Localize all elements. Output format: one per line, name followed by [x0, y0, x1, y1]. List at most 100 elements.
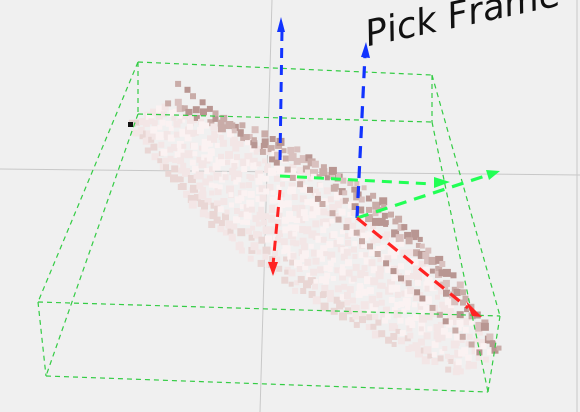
cloud-point: [248, 174, 255, 181]
cloud-point: [423, 281, 432, 290]
cloud-point: [469, 361, 477, 369]
cloud-point: [399, 330, 406, 337]
cloud-point: [167, 134, 175, 142]
cloud-point: [323, 278, 329, 285]
cloud-point: [455, 359, 462, 366]
cloud-point: [378, 330, 386, 338]
cloud-point: [239, 204, 245, 210]
cloud-point: [418, 292, 424, 298]
cloud-point: [320, 236, 327, 243]
cloud-point: [212, 115, 219, 122]
cloud-point: [311, 160, 319, 168]
cloud-point: [414, 279, 421, 286]
cloud-point: [248, 234, 255, 241]
bbox-edge: [37, 301, 47, 377]
cloud-point: [320, 227, 327, 234]
cloud-point: [160, 111, 167, 118]
cloud-point: [437, 355, 444, 362]
cloud-point: [320, 291, 327, 298]
cloud-point: [189, 115, 198, 124]
cloud-point: [281, 148, 287, 154]
cloud-point: [345, 233, 351, 240]
point-cloud[interactable]: [128, 80, 502, 376]
cloud-point: [466, 360, 471, 366]
cloud-point: [219, 176, 226, 183]
cloud-point: [358, 252, 365, 259]
cloud-point: [422, 266, 430, 274]
bounding-box[interactable]: [37, 61, 501, 393]
cloud-point: [302, 264, 309, 271]
cloud-point: [361, 288, 369, 296]
cloud-point: [413, 294, 421, 301]
cloud-point: [278, 201, 286, 209]
cloud-point: [360, 218, 367, 224]
cloud-point: [329, 204, 338, 213]
world-axes-tips: [268, 17, 450, 276]
pick-frame-x-axis: [355, 216, 470, 310]
cloud-point: [230, 236, 236, 242]
cloud-point: [423, 346, 432, 355]
cloud-point: [162, 157, 169, 164]
cloud-point: [218, 135, 224, 140]
cloud-point: [251, 137, 257, 143]
cloud-point: [357, 283, 364, 290]
cloud-point: [359, 316, 366, 324]
cloud-point: [327, 196, 334, 203]
cloud-point: [439, 349, 445, 355]
cloud-point: [247, 190, 255, 198]
cloud-point: [240, 134, 248, 142]
cloud-point: [372, 235, 381, 243]
cloud-point: [345, 307, 352, 315]
cloud-point: [190, 142, 198, 150]
cloud-point: [268, 204, 277, 213]
cloud-point: [246, 182, 252, 189]
cloud-point: [270, 226, 279, 235]
cloud-point: [410, 273, 416, 279]
cloud-point: [299, 226, 307, 233]
cloud-point: [377, 257, 383, 263]
cloud-point: [371, 330, 380, 339]
cloud-point: [187, 123, 193, 130]
cloud-point: [344, 292, 351, 299]
cloud-point: [364, 276, 372, 285]
cloud-point: [262, 158, 268, 164]
cloud-point: [203, 122, 210, 129]
cloud-point: [327, 267, 333, 272]
cloud-point: [352, 263, 360, 271]
cloud-point: [395, 215, 403, 223]
cloud-point: [309, 211, 317, 219]
cloud-point: [335, 216, 342, 223]
cloud-point: [193, 114, 200, 121]
cloud-point: [289, 259, 296, 266]
cloud-point: [347, 201, 355, 209]
cloud-point: [316, 249, 325, 258]
cloud-point: [289, 163, 297, 171]
cloud-point: [344, 217, 352, 225]
world-y-arrow-icon: [434, 177, 450, 188]
cloud-point: [377, 265, 385, 273]
cloud-point: [212, 162, 221, 171]
cloud-point: [423, 332, 431, 340]
cloud-point: [412, 302, 417, 308]
cloud-point: [326, 289, 334, 297]
cloud-point: [393, 310, 402, 319]
world-axes[interactable]: [271, 29, 433, 266]
cloud-point: [372, 301, 379, 308]
cloud-point: [307, 176, 313, 182]
cloud-point: [179, 128, 188, 137]
cloud-point: [395, 328, 401, 334]
cloud-point: [243, 211, 252, 220]
cloud-point: [440, 306, 448, 313]
cloud-point: [139, 134, 145, 140]
cloud-point: [214, 143, 220, 148]
cloud-point: [381, 204, 387, 210]
cloud-point: [404, 270, 411, 277]
cloud-point: [142, 119, 150, 127]
cloud-point: [469, 320, 474, 326]
cloud-point: [291, 194, 298, 200]
cloud-point: [185, 126, 193, 135]
cloud-point: [249, 157, 258, 166]
pick-frame-axes[interactable]: [355, 54, 489, 310]
